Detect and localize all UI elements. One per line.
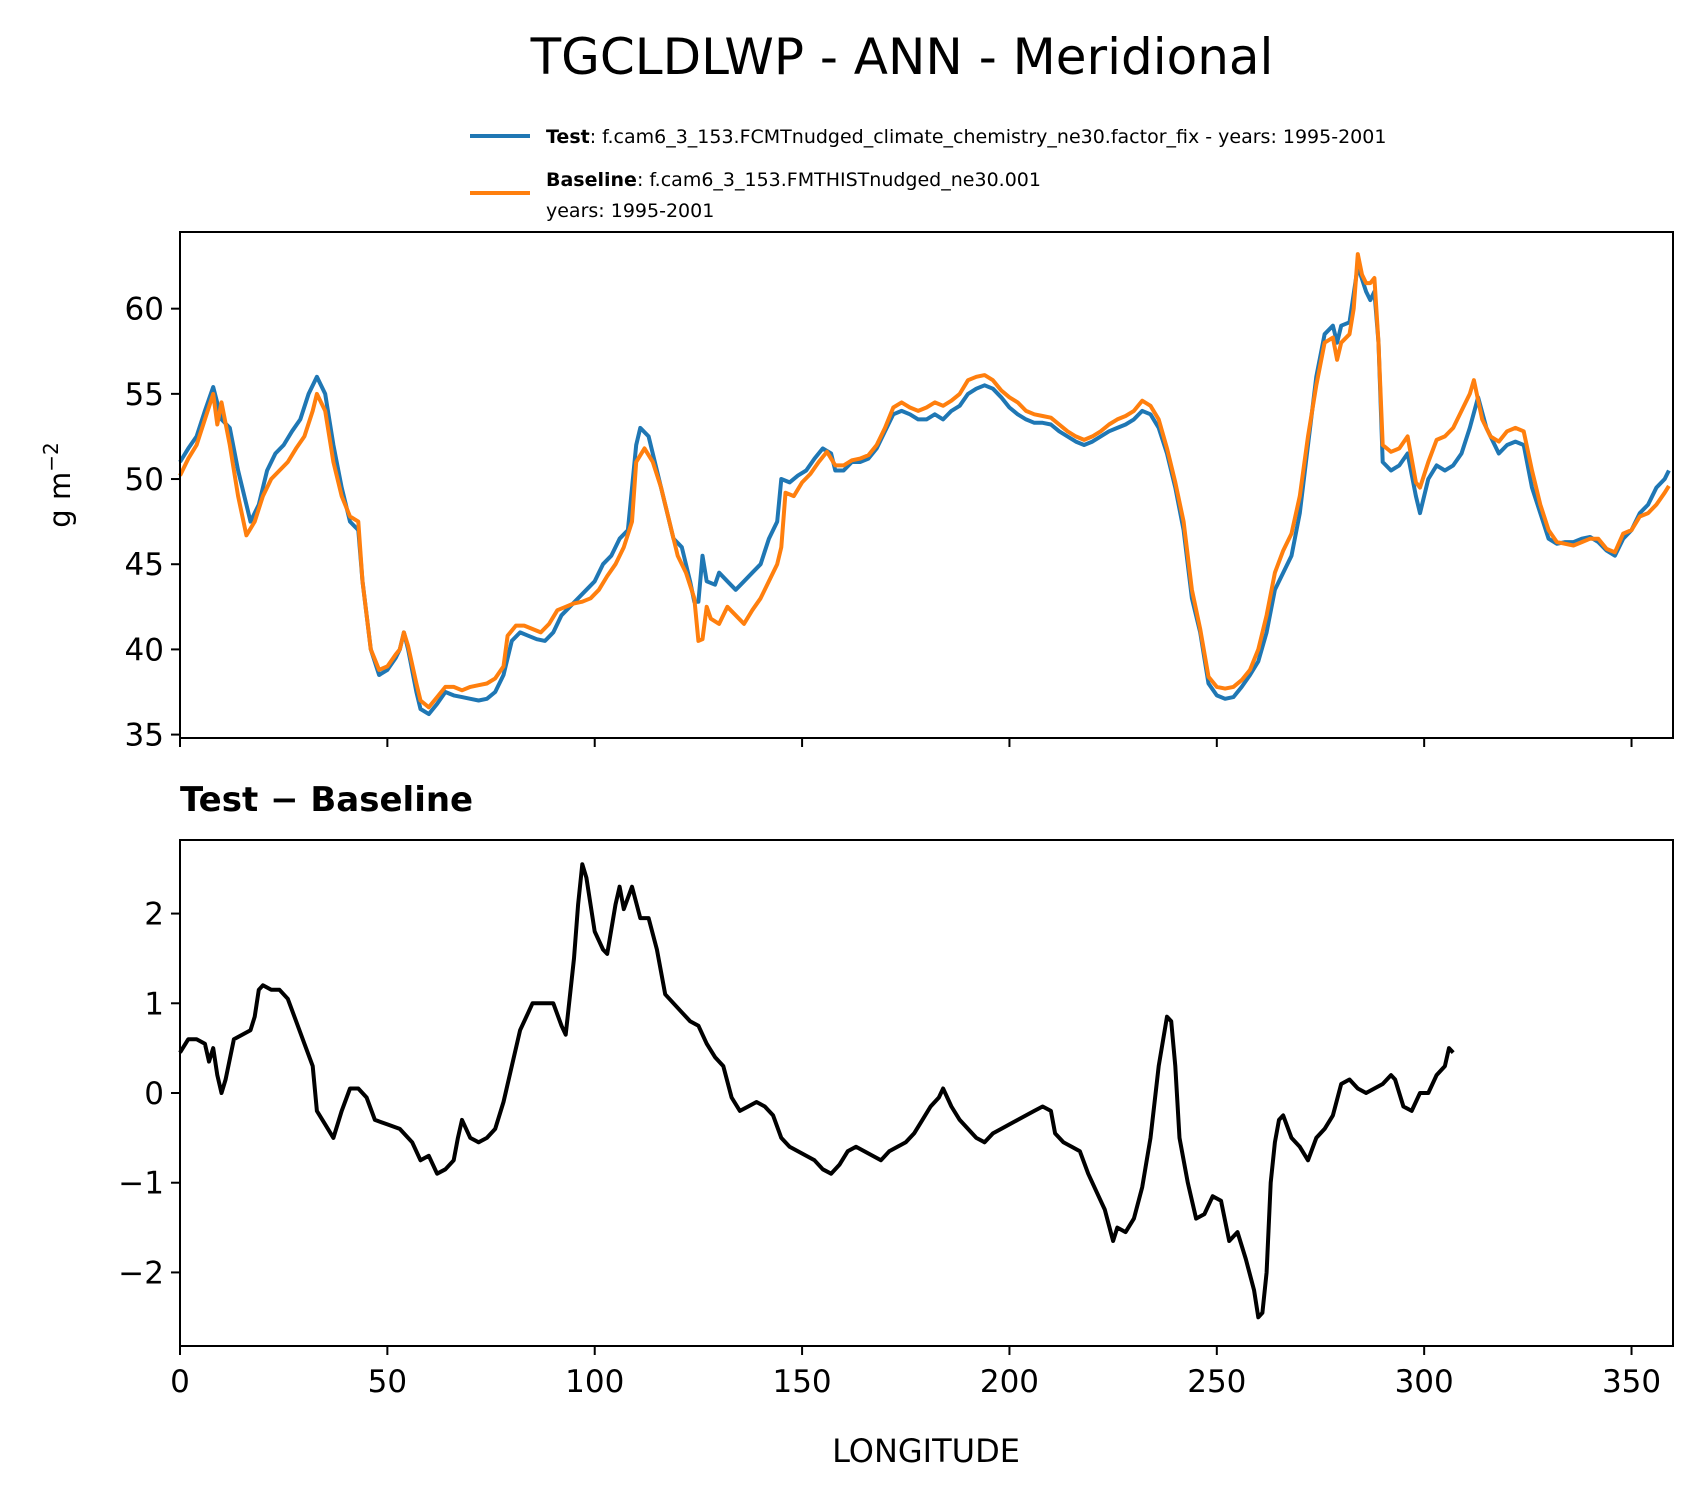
bottom-xtick-label: 150 bbox=[772, 1364, 831, 1400]
bottom-xtick-label: 250 bbox=[1187, 1364, 1246, 1400]
bottom-ytick-label: −1 bbox=[118, 1166, 164, 1202]
top-axes-frame bbox=[179, 231, 1674, 739]
chart-title: TGCLDLWP - ANN - Meridional bbox=[530, 28, 1274, 86]
top-ytick-label: 55 bbox=[125, 377, 164, 413]
top-ytick-label: 60 bbox=[125, 292, 164, 328]
top-series-baseline bbox=[178, 252, 1671, 710]
top-series-group bbox=[178, 252, 1671, 717]
top-axes: 35 40 45 50 55 60 bbox=[125, 292, 1633, 754]
bottom-series-group bbox=[178, 862, 1455, 1320]
top-ytick-label: 40 bbox=[125, 632, 164, 668]
bottom-panel: Test − Baseline −2 −1 0 1 2 0 50 100 150 200 250 30… bbox=[118, 780, 1674, 1470]
top-ytick-label: 50 bbox=[125, 462, 164, 498]
bottom-xtick-label: 0 bbox=[170, 1364, 190, 1400]
legend: Test: f.cam6_3_153.FCMTnudged_climate_ch… bbox=[470, 126, 1386, 222]
bottom-xtick-label: 200 bbox=[980, 1364, 1039, 1400]
legend-label-test: Test: f.cam6_3_153.FCMTnudged_climate_ch… bbox=[546, 126, 1386, 148]
top-series-test bbox=[178, 264, 1671, 717]
bottom-series-test-baseline bbox=[178, 862, 1455, 1320]
bottom-xtick-label: 300 bbox=[1395, 1364, 1454, 1400]
bottom-ytick-label: 2 bbox=[144, 897, 164, 933]
bottom-xtick-label: 50 bbox=[368, 1364, 407, 1400]
legend-label-baseline: Baseline: f.cam6_3_153.FMTHISTnudged_ne3… bbox=[546, 169, 1041, 191]
bottom-ytick-label: 1 bbox=[144, 986, 164, 1022]
bottom-xlabel: LONGITUDE bbox=[832, 1432, 1020, 1470]
top-panel: 35 40 45 50 55 60 g m−2 bbox=[39, 231, 1674, 754]
bottom-ytick-label: −2 bbox=[118, 1255, 164, 1291]
bottom-xtick-label: 100 bbox=[565, 1364, 624, 1400]
top-ylabel: g m−2 bbox=[39, 442, 77, 527]
bottom-axes: −2 −1 0 1 2 0 50 100 150 200 250 300 350 bbox=[118, 897, 1661, 1400]
bottom-ytick-label: 0 bbox=[144, 1076, 164, 1112]
top-ytick-label: 45 bbox=[125, 547, 164, 583]
bottom-xtick-label: 350 bbox=[1602, 1364, 1661, 1400]
legend-label-baseline-years: years: 1995-2001 bbox=[546, 200, 714, 222]
top-ytick-label: 35 bbox=[125, 718, 164, 754]
bottom-panel-title: Test − Baseline bbox=[180, 780, 473, 820]
bottom-axes-frame bbox=[179, 839, 1674, 1347]
